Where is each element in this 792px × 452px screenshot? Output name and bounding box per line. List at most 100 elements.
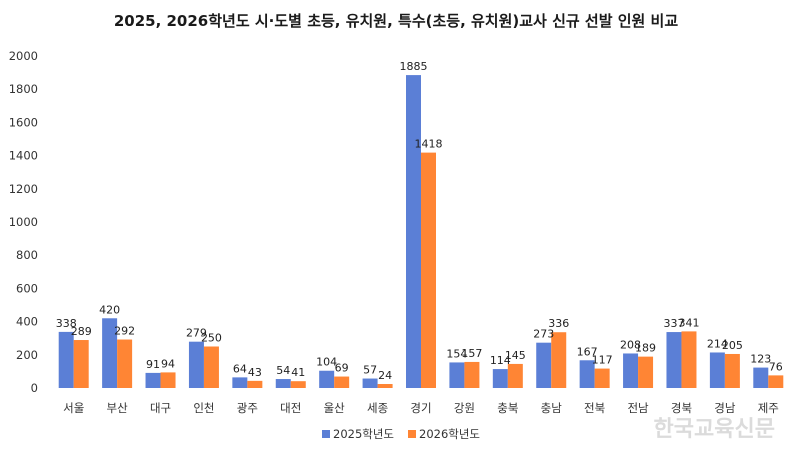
bar-series2 [247,380,263,388]
bar-series1 [666,332,682,388]
legend: 2025학년도 2026학년도 [322,427,480,441]
x-tick-label: 충북 [497,401,518,415]
x-tick-label: 인천 [193,401,214,415]
x-tick-label: 전북 [584,401,605,415]
data-label: 279 [186,327,207,340]
bar-series2 [203,346,219,388]
y-axis: 0 200 400 600 800 1000 1200 1400 1600 1800 2000 [9,49,38,395]
legend-label: 2026학년도 [419,427,480,441]
bar-series2 [117,339,133,388]
data-label: 154 [446,347,467,360]
data-label: 250 [201,332,222,345]
data-label: 1885 [400,60,428,73]
bar-series2 [681,331,697,388]
legend-label: 2025학년도 [333,427,394,441]
y-tick-label: 1400 [9,149,38,163]
chart-title: 2025, 2026학년도 시·도별 초등, 유치원, 특수(초등, 유치원)교… [114,12,679,30]
bar-series1 [188,341,204,388]
bar-series2 [73,340,89,388]
bar-series1 [102,318,118,388]
data-label: 54 [276,364,290,377]
y-tick-label: 1200 [9,182,38,196]
legend-swatch [408,430,416,438]
bar-series1 [232,377,248,388]
x-tick-label: 제주 [758,401,779,415]
data-label: 292 [114,325,135,338]
x-tick-label: 대구 [150,401,171,415]
data-label: 336 [548,317,569,330]
data-label: 145 [505,349,526,362]
bar-series1 [58,331,74,388]
bar-series1 [753,367,769,388]
data-label: 341 [678,316,699,329]
data-label: 76 [769,360,783,373]
data-label: 64 [233,362,247,375]
x-tick-label: 세종 [367,401,388,415]
bar-series1 [623,353,639,388]
bar-series1 [709,352,725,388]
bar-series1 [449,362,465,388]
bar-series2 [768,375,784,388]
y-tick-label: 200 [16,348,38,362]
y-tick-label: 1000 [9,215,38,229]
data-label: 289 [71,325,92,338]
y-tick-label: 2000 [9,49,38,63]
y-tick-label: 0 [31,381,38,395]
x-tick-label: 충남 [541,401,563,415]
bar-series2 [334,376,350,388]
bar-series1 [406,75,421,388]
bars [58,75,784,388]
y-tick-label: 1800 [9,82,38,96]
bar-series2 [724,353,740,388]
bar-series1 [145,372,161,388]
data-label: 420 [99,303,120,316]
bar-series2 [421,152,436,388]
bar-series2 [507,363,523,388]
data-label: 123 [750,353,771,366]
watermark: 한국교육신문 [654,417,775,442]
data-label: 189 [635,342,656,355]
y-tick-label: 600 [16,281,38,295]
bar-series1 [492,369,508,388]
data-label: 157 [461,347,482,360]
y-tick-label: 400 [16,315,38,329]
data-label: 24 [378,369,392,382]
bar-series2 [290,381,306,388]
data-label: 208 [620,338,641,351]
data-label: 1418 [415,138,443,151]
bar-series1 [579,360,595,388]
data-label: 94 [161,357,175,370]
data-label: 43 [248,366,262,379]
bar-series1 [362,378,378,388]
bar-series2 [594,368,610,388]
x-tick-label: 광주 [237,401,258,415]
bar-series2 [464,361,480,388]
x-tick-label: 경남 [714,401,736,415]
bar-series2 [160,372,176,388]
data-label: 167 [577,345,598,358]
bar-series1 [275,379,291,388]
data-label: 205 [722,339,743,352]
x-tick-label: 경기 [410,401,431,415]
bar-series2 [377,384,393,388]
legend-swatch [322,430,330,438]
data-label: 338 [56,317,77,330]
data-label: 41 [291,366,305,379]
x-axis: 서울 부산 대구 인천 광주 대전 울산 세종 경기 강원 충북 충남 전북 전남 경북 경남 제주 [63,401,779,415]
x-tick-label: 서울 [63,401,84,415]
x-tick-label: 부산 [107,401,129,415]
data-label: 57 [363,364,377,377]
data-label: 104 [316,356,337,369]
data-label: 91 [146,358,160,371]
data-label: 214 [707,337,728,350]
x-tick-label: 대전 [280,401,301,415]
data-label: 337 [663,317,684,330]
x-tick-label: 경북 [671,401,692,415]
data-label: 273 [533,328,554,341]
bar-series1 [536,342,552,388]
data-label: 69 [335,362,349,375]
bar-series2 [551,332,567,388]
